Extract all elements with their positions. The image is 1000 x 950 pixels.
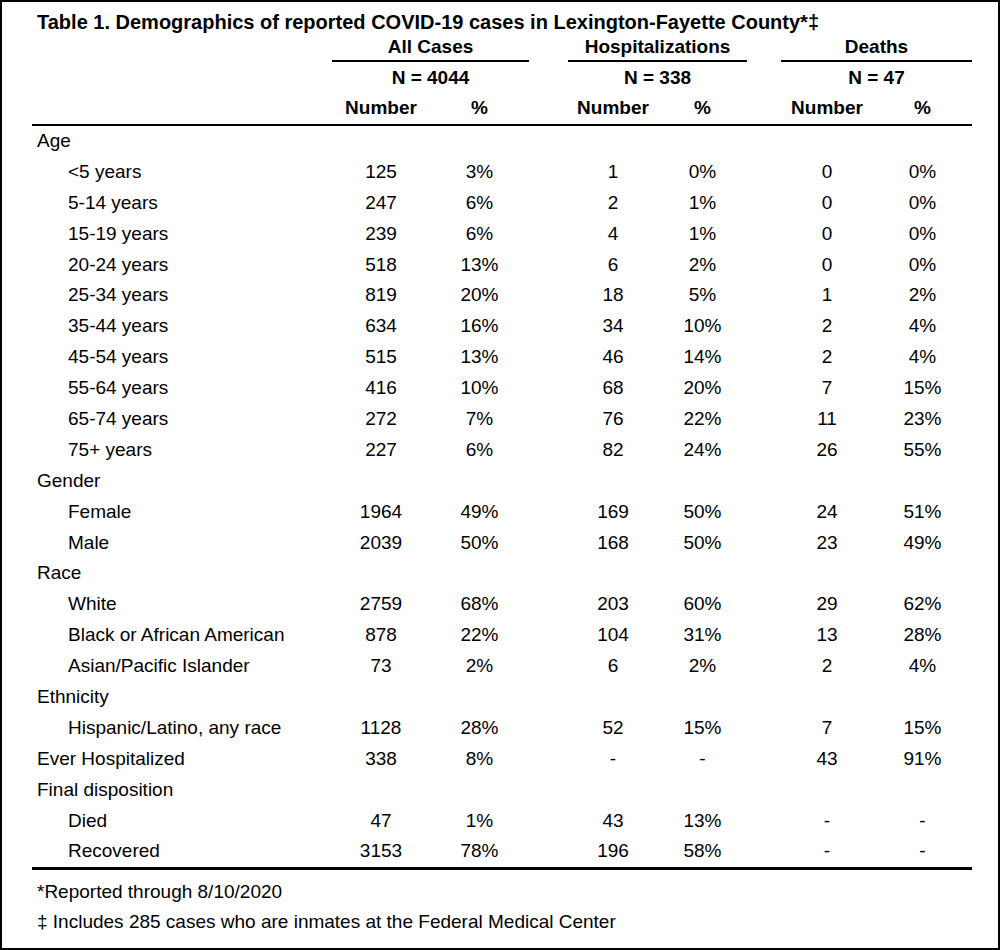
section-label: Age [37, 126, 332, 157]
n-all-cases: N = 4044 [332, 62, 529, 94]
row-label: 5-14 years [37, 188, 332, 219]
group-header-spacer [37, 34, 332, 62]
row-label: 55-64 years [37, 373, 332, 404]
row-label: 75+ years [37, 435, 332, 466]
n-deaths: N = 47 [781, 62, 972, 94]
col-header-number-hospitalizations: Number [568, 94, 658, 124]
group-label-all-cases: All Cases [332, 34, 529, 62]
row-label: 35-44 years [37, 311, 332, 342]
table-row-under-5-years: <5 years 125 3% 1 0% 0 0% [37, 157, 998, 188]
row-label: <5 years [37, 157, 332, 188]
section-row-final-disposition: Final disposition [37, 775, 998, 806]
section-row-ethnicity: Ethnicity [37, 682, 998, 713]
row-label: Male [37, 528, 332, 559]
row-label: 15-19 years [37, 219, 332, 250]
table-row-15-19-years: 15-19 years 239 6% 4 1% 0 0% [37, 219, 998, 250]
footnote-federal-medical-center: ‡ Includes 285 cases who are inmates at … [37, 907, 998, 937]
column-header-row: Number % Number % Number % [37, 94, 998, 124]
table-row-65-74-years: 65-74 years 272 7% 76 22% 11 23% [37, 404, 998, 435]
table-title: Table 1. Demographics of reported COVID-… [37, 10, 998, 34]
section-row-age: Age [37, 126, 998, 157]
group-label-deaths: Deaths [781, 34, 972, 62]
table-row-female: Female 1964 49% 169 50% 24 51% [37, 497, 998, 528]
table-row-75-plus-years: 75+ years 227 6% 82 24% 26 55% [37, 435, 998, 466]
col-header-percent-deaths: % [873, 94, 972, 124]
row-label: Hispanic/Latino, any race [37, 713, 332, 744]
section-label: Ethnicity [37, 682, 332, 713]
table-row-black-or-african-american: Black or African American 878 22% 104 31… [37, 620, 998, 651]
table-row-ever-hospitalized: Ever Hospitalized 338 8% - - 43 91% [37, 744, 998, 775]
col-header-number-deaths: Number [781, 94, 873, 124]
table-row-55-64-years: 55-64 years 416 10% 68 20% 7 15% [37, 373, 998, 404]
group-label-hospitalizations: Hospitalizations [568, 34, 747, 62]
group-header-row: All Cases Hospitalizations Deaths [37, 34, 998, 62]
row-label: White [37, 589, 332, 620]
table-row-asian-pacific-islander: Asian/Pacific Islander 73 2% 6 2% 2 4% [37, 651, 998, 682]
table-row-died: Died 47 1% 43 13% - - [37, 806, 998, 837]
row-label: Ever Hospitalized [37, 744, 332, 775]
section-label: Race [37, 558, 332, 589]
row-label: Died [37, 806, 332, 837]
row-label: Female [37, 497, 332, 528]
row-label: Recovered [37, 836, 332, 867]
table-row-25-34-years: 25-34 years 819 20% 18 5% 1 2% [37, 280, 998, 311]
row-label: 25-34 years [37, 280, 332, 311]
col-header-percent-hospitalizations: % [658, 94, 747, 124]
section-label: Gender [37, 466, 332, 497]
section-row-gender: Gender [37, 466, 998, 497]
col-header-percent-all-cases: % [430, 94, 529, 124]
row-label: 65-74 years [37, 404, 332, 435]
section-row-race: Race [37, 558, 998, 589]
row-label: 45-54 years [37, 342, 332, 373]
table-row-5-14-years: 5-14 years 247 6% 2 1% 0 0% [37, 188, 998, 219]
demographics-table-page: Table 1. Demographics of reported COVID-… [0, 0, 1000, 950]
table-row-45-54-years: 45-54 years 515 13% 46 14% 2 4% [37, 342, 998, 373]
table-row-white: White 2759 68% 203 60% 29 62% [37, 589, 998, 620]
group-n-row: N = 4044 N = 338 N = 47 [37, 62, 998, 94]
footer-divider-line [32, 867, 972, 870]
row-label: 20-24 years [37, 250, 332, 281]
row-label: Asian/Pacific Islander [37, 651, 332, 682]
col-header-number-all-cases: Number [332, 94, 430, 124]
table-row-35-44-years: 35-44 years 634 16% 34 10% 2 4% [37, 311, 998, 342]
section-label: Final disposition [37, 775, 332, 806]
row-label: Black or African American [37, 620, 332, 651]
footnote-reported-through: *Reported through 8/10/2020 [37, 877, 998, 907]
table-row-20-24-years: 20-24 years 518 13% 6 2% 0 0% [37, 250, 998, 281]
n-hospitalizations: N = 338 [568, 62, 747, 94]
table-row-hispanic-latino: Hispanic/Latino, any race 1128 28% 52 15… [37, 713, 998, 744]
table-row-male: Male 2039 50% 168 50% 23 49% [37, 528, 998, 559]
table-row-recovered: Recovered 3153 78% 196 58% - - [37, 836, 998, 867]
